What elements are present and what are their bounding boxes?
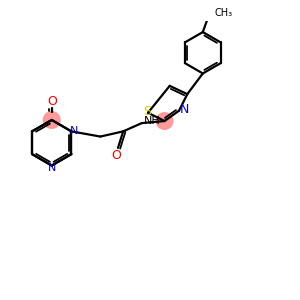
Text: O: O: [111, 149, 121, 162]
Text: NH: NH: [144, 116, 160, 126]
Text: N: N: [47, 163, 56, 172]
Text: N: N: [70, 126, 79, 136]
Circle shape: [156, 113, 173, 129]
Text: CH₃: CH₃: [214, 8, 232, 18]
Text: O: O: [47, 95, 57, 108]
Text: S: S: [143, 105, 151, 118]
Circle shape: [44, 112, 60, 128]
Text: N: N: [179, 103, 189, 116]
